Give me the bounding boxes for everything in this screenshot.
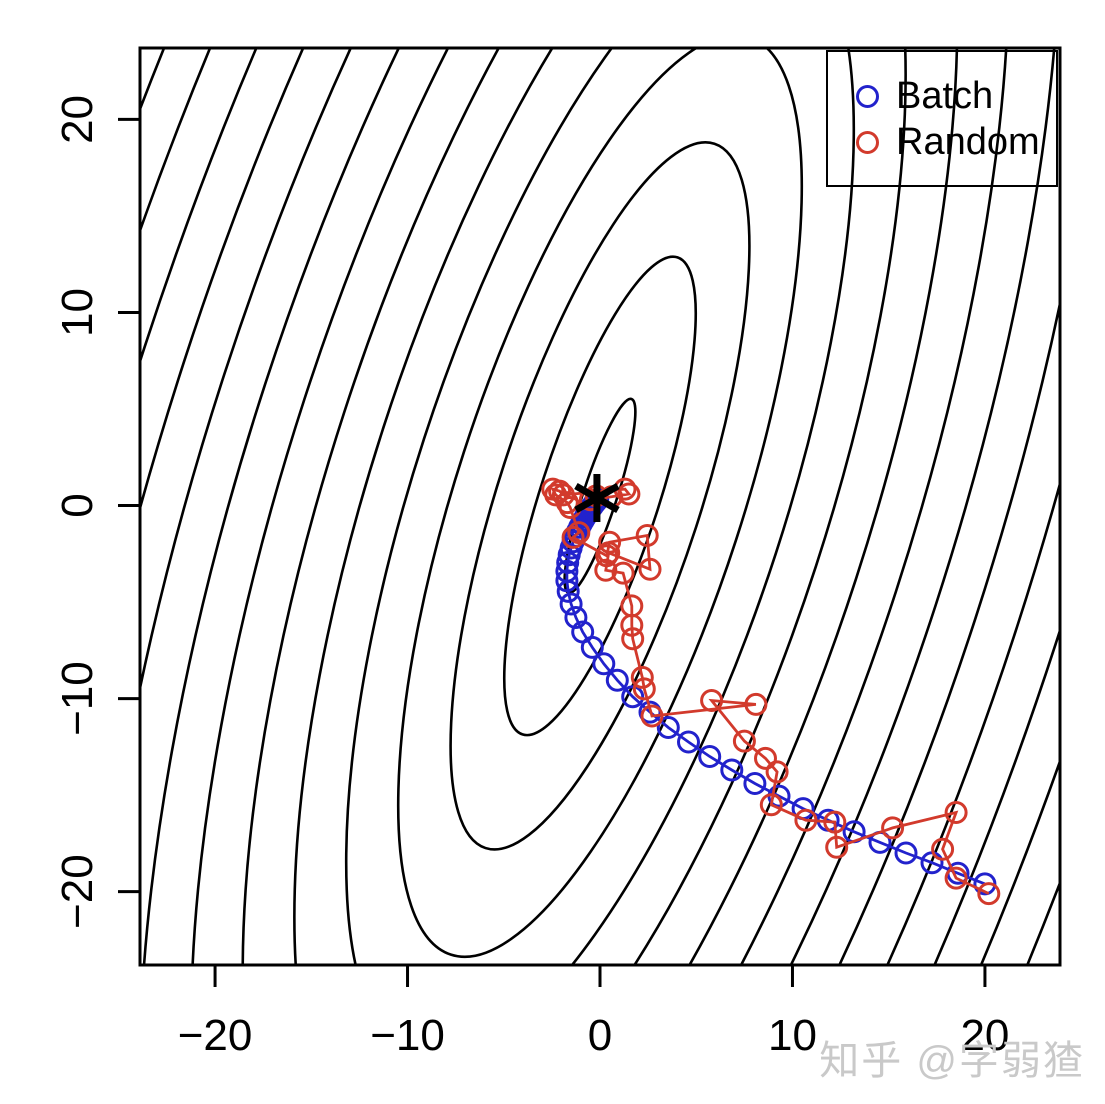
x-tick-label: 0: [588, 1011, 612, 1060]
batch-point: [894, 841, 918, 865]
batch-point: [559, 592, 583, 616]
random-point: [561, 525, 585, 549]
contour-ring: [344, 48, 856, 965]
batch-point: [743, 772, 767, 795]
contour-ring: [189, 48, 1011, 965]
batch-point: [677, 730, 700, 754]
batch-point: [720, 758, 744, 782]
random-point: [700, 689, 724, 712]
batch-point: [564, 606, 588, 629]
random-point: [632, 677, 656, 701]
y-tick-label: 0: [53, 493, 102, 517]
x-tick-label: 10: [768, 1011, 817, 1060]
random-point: [931, 837, 955, 861]
batch-point: [555, 559, 579, 583]
random-point: [617, 482, 641, 506]
random-point: [732, 729, 756, 753]
legend-label-random: Random: [896, 121, 1040, 163]
random-point: [597, 541, 621, 565]
random-point: [754, 746, 777, 770]
batch-point: [605, 668, 629, 692]
random-point: [595, 544, 619, 568]
random-point: [977, 882, 1001, 906]
contour-ring: [396, 48, 804, 959]
random-point: [548, 479, 572, 503]
random-point: [825, 835, 849, 859]
y-tick-label: −20: [53, 854, 102, 929]
random-point: [620, 594, 644, 618]
contour-ring: [241, 48, 959, 965]
batch-point: [555, 569, 579, 593]
legend-item-random: Random: [856, 119, 1056, 165]
random-point: [638, 557, 662, 581]
batch-point: [592, 652, 616, 676]
contour-ring: [502, 255, 698, 737]
contour-ring: [293, 48, 907, 965]
random-point: [640, 704, 664, 728]
random-marker-icon: [856, 130, 879, 154]
batch-point: [656, 716, 680, 739]
legend-item-batch: Batch: [856, 73, 1056, 119]
random-point: [598, 530, 622, 554]
random-point: [551, 483, 575, 507]
random-point: [944, 866, 968, 890]
watermark: 知乎 @字弱猹: [819, 1039, 1085, 1083]
x-tick-label: −10: [370, 1011, 445, 1060]
random-point: [630, 665, 654, 689]
random-point: [944, 801, 968, 824]
random-point: [759, 793, 783, 817]
random-point: [823, 810, 847, 834]
random-point: [621, 627, 645, 651]
x-tick-label: −20: [178, 1011, 253, 1060]
y-tick-label: 10: [53, 288, 102, 337]
legend-label-batch: Batch: [896, 75, 994, 117]
batch-point: [571, 620, 595, 644]
random-point: [744, 692, 768, 716]
batch-point: [698, 745, 722, 768]
optimum-asterisk-icon: [574, 474, 620, 523]
random-point: [881, 816, 905, 840]
y-tick-label: −10: [53, 661, 102, 736]
random-point: [611, 561, 635, 585]
batch-point: [621, 685, 645, 709]
contour-ring: [449, 141, 751, 851]
random-point: [635, 524, 659, 547]
random-point: [567, 521, 591, 545]
legend: Batch Random: [826, 50, 1058, 187]
random-point: [794, 808, 818, 832]
x-tick-label: 20: [960, 1011, 1009, 1060]
random-point: [765, 760, 789, 784]
random-point: [594, 558, 618, 582]
batch-marker-icon: [856, 84, 879, 108]
y-tick-label: 20: [53, 95, 102, 144]
